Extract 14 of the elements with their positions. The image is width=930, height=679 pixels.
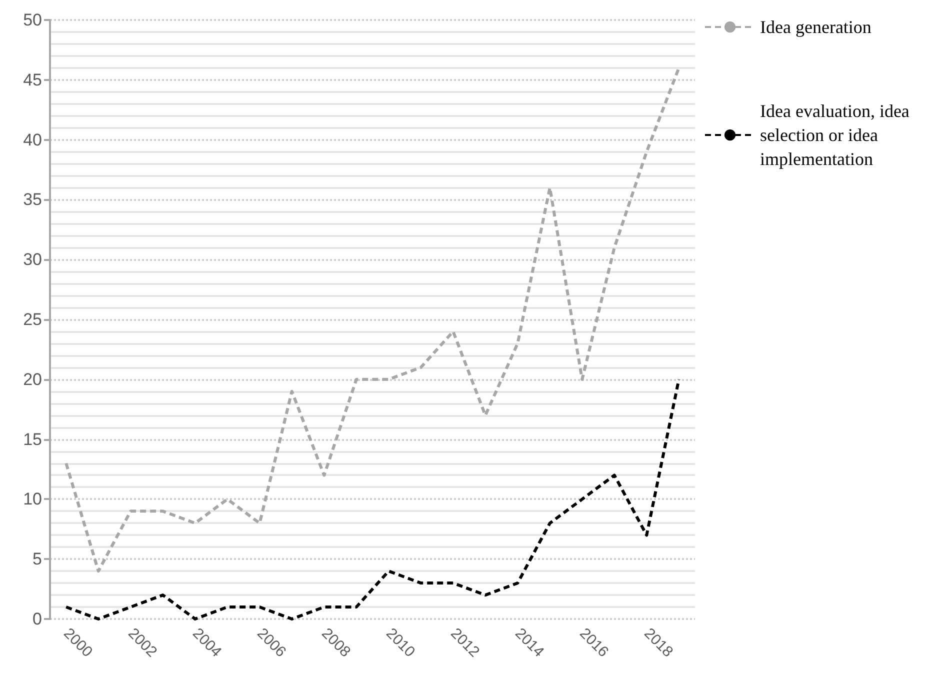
legend-label: Idea generation	[760, 17, 872, 37]
y-tick-label: 20	[23, 370, 42, 389]
y-tick-label: 25	[23, 310, 42, 329]
y-tick-label: 35	[23, 190, 42, 210]
y-tick-label: 40	[23, 130, 42, 150]
y-tick-label: 30	[23, 250, 42, 270]
y-tick-label: 10	[23, 490, 42, 509]
y-tick-label: 50	[23, 10, 42, 30]
y-tick-label: 15	[23, 430, 42, 449]
y-tick-label: 45	[23, 70, 42, 90]
legend-label: Idea evaluation, idea selection or idea implementation	[760, 101, 914, 169]
y-tick-label: 5	[32, 550, 42, 569]
y-tick-label: 0	[32, 610, 42, 628]
line-series	[64, 378, 680, 620]
